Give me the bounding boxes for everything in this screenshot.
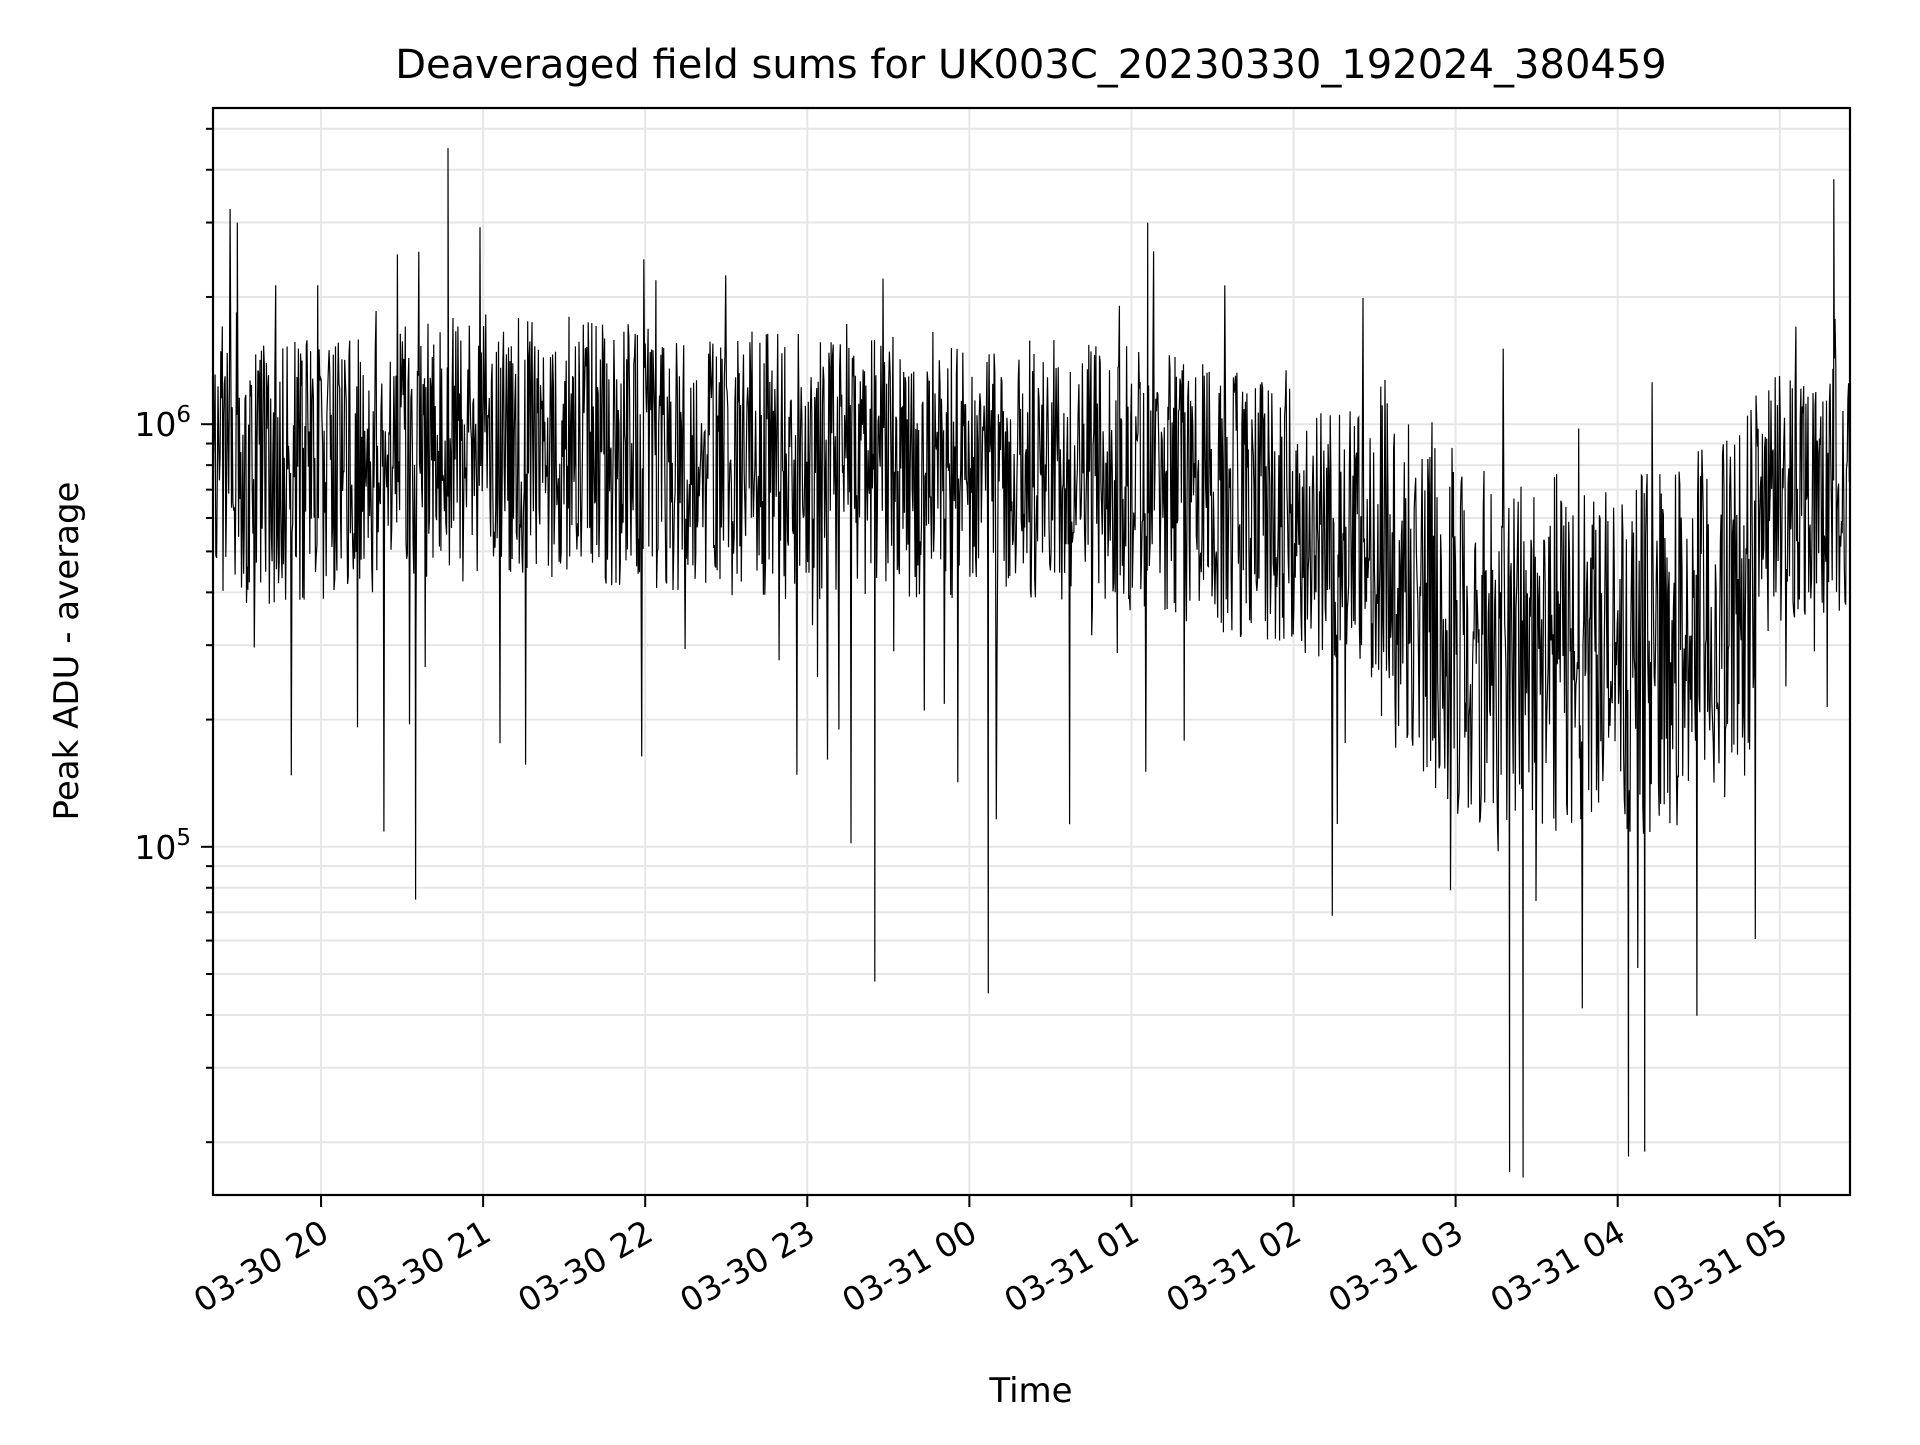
chart-title: Deaveraged field sums for UK003C_2023033… (395, 42, 1666, 88)
x-axis-label: Time (988, 1371, 1072, 1411)
y-tick-label: 106 (134, 402, 191, 444)
y-tick-label-base: 10 (134, 828, 176, 867)
y-tick-label-exponent: 5 (176, 825, 191, 851)
y-axis-label: Peak ADU - average (47, 482, 87, 821)
plot-frame (211, 106, 1852, 1197)
y-tick-label-exponent: 6 (176, 402, 191, 428)
y-tick-label-base: 10 (134, 405, 176, 444)
series-line (212, 148, 1851, 1178)
data-layer (212, 148, 1851, 1178)
y-tick-label: 105 (134, 825, 191, 867)
